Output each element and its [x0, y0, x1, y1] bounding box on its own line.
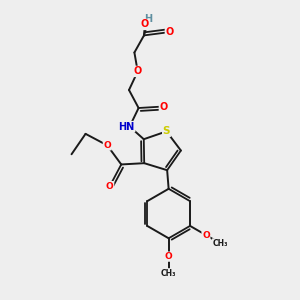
Text: HN: HN — [118, 122, 135, 132]
Text: O: O — [202, 231, 210, 240]
Text: O: O — [165, 252, 172, 261]
Text: S: S — [163, 126, 170, 136]
Text: O: O — [134, 66, 142, 76]
Text: O: O — [165, 27, 174, 37]
Text: O: O — [106, 182, 114, 190]
Text: O: O — [159, 101, 168, 112]
Text: H: H — [144, 14, 153, 25]
Text: O: O — [141, 20, 149, 29]
Text: CH₃: CH₃ — [213, 239, 228, 248]
Text: O: O — [103, 141, 111, 150]
Text: CH₃: CH₃ — [161, 269, 176, 278]
